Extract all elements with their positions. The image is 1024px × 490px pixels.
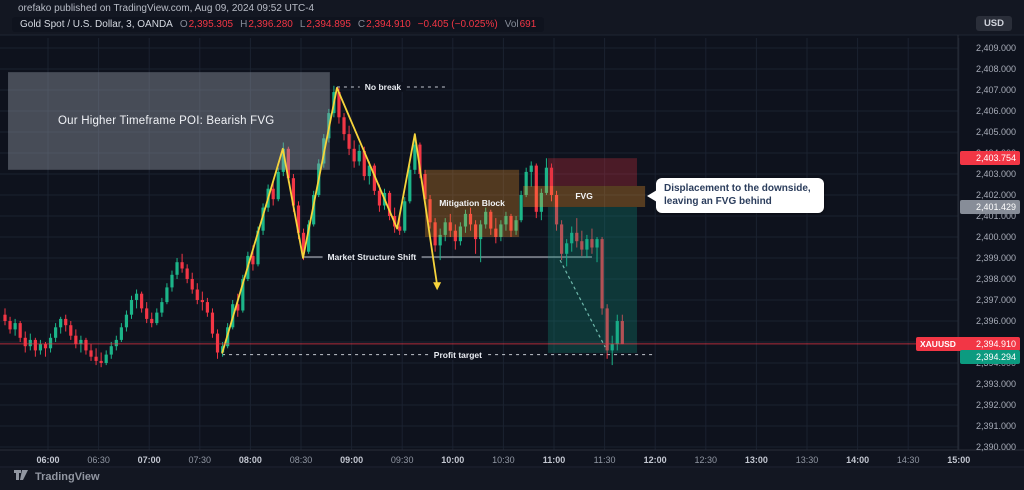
- volume-readout: Vol 691: [504, 19, 537, 30]
- callout-line-2: leaving an FVG behind: [664, 195, 772, 207]
- tradingview-brand-label: TradingView: [35, 470, 100, 483]
- ohlc-close: C 2,394.910: [357, 19, 411, 30]
- callout-line-1: Displacement to the downside,: [664, 183, 811, 194]
- publish-watermark: orefako published on TradingView.com, Au…: [18, 3, 315, 14]
- ohlc-open: O 2,395.305: [179, 19, 234, 30]
- ohlc-high: H 2,396.280: [240, 19, 293, 30]
- displacement-callout: Displacement to the downside, leaving an…: [647, 178, 824, 213]
- ohlc-low: L 2,394.895: [299, 19, 351, 30]
- currency-unit-button[interactable]: USD: [975, 16, 1012, 31]
- symbol-title: Gold Spot / U.S. Dollar, 3, OANDA: [20, 19, 173, 30]
- price-change: −0.405 (−0.025%): [417, 19, 498, 30]
- symbol-legend[interactable]: Gold Spot / U.S. Dollar, 3, OANDA O 2,395…: [12, 17, 545, 32]
- symbol-toolbar: Gold Spot / U.S. Dollar, 3, OANDA O 2,395…: [0, 14, 1024, 35]
- tradingview-footer-link[interactable]: TradingView: [14, 470, 100, 483]
- tradingview-logo-icon: [14, 470, 28, 480]
